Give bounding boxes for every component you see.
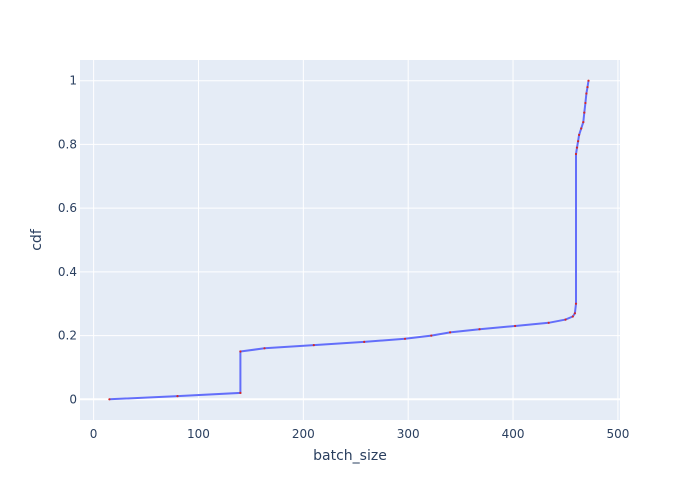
data-point	[430, 334, 433, 337]
grid-lines	[80, 60, 620, 420]
data-point	[574, 302, 578, 305]
y-tick-label: 0.6	[58, 201, 77, 215]
data-point	[573, 312, 577, 315]
data-point	[577, 140, 580, 143]
data-point	[586, 86, 589, 89]
cdf-markers	[108, 79, 590, 401]
y-axis-title: cdf	[29, 228, 45, 251]
x-tick-label: 0	[90, 427, 98, 441]
data-point	[574, 152, 578, 156]
x-tick-label: 500	[606, 427, 629, 441]
data-point	[582, 121, 585, 124]
data-point	[580, 127, 583, 130]
data-point	[363, 340, 366, 343]
y-tick-label: 0	[69, 392, 77, 406]
x-tick-label: 400	[502, 427, 525, 441]
data-point	[403, 337, 407, 340]
data-point	[449, 331, 452, 334]
data-point	[312, 344, 315, 347]
y-tick-label: 1	[69, 74, 77, 88]
data-point	[478, 328, 481, 331]
data-point	[547, 321, 550, 324]
data-point	[583, 111, 586, 114]
x-axis-title: batch_size	[313, 448, 387, 464]
x-tick-label: 300	[397, 427, 420, 441]
data-point	[575, 146, 579, 149]
data-point	[176, 395, 179, 398]
data-point	[578, 133, 581, 136]
plot-background	[80, 60, 620, 420]
data-point	[239, 391, 242, 394]
data-point	[571, 315, 574, 318]
data-point	[587, 79, 590, 82]
data-point	[263, 347, 266, 350]
x-tick-label: 100	[187, 427, 210, 441]
y-tick-label: 0.8	[58, 137, 77, 151]
data-point	[239, 350, 242, 353]
y-axis-ticks: 0 0.2 0.4 0.6 0.8 1	[58, 74, 77, 407]
data-point	[514, 324, 517, 328]
cdf-line	[109, 80, 590, 401]
data-point	[564, 318, 567, 321]
y-tick-label: 0.4	[58, 265, 77, 279]
data-point	[108, 398, 111, 401]
data-point	[584, 101, 587, 105]
x-tick-label: 200	[292, 427, 315, 441]
x-axis-ticks: 0 100 200 300 400 500	[90, 427, 630, 441]
y-tick-label: 0.2	[58, 329, 77, 343]
data-point	[585, 92, 588, 95]
